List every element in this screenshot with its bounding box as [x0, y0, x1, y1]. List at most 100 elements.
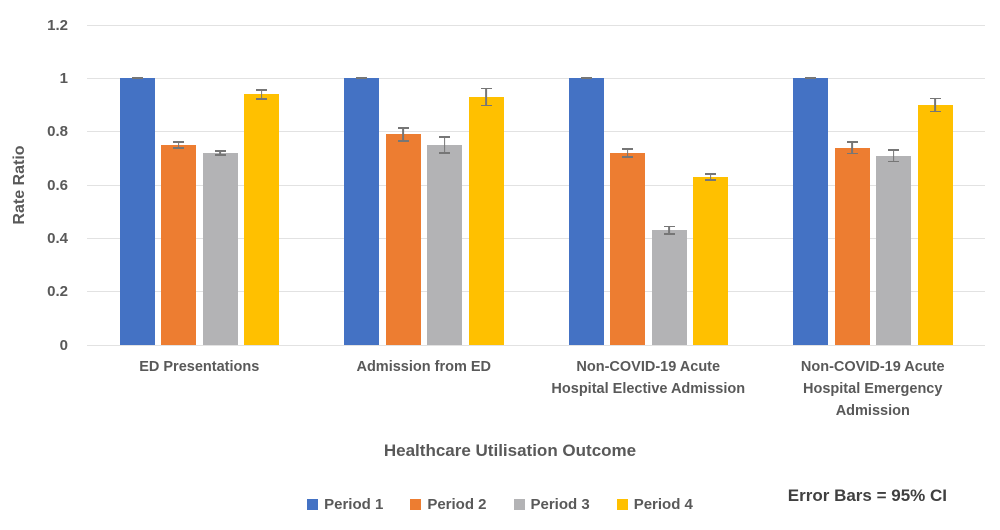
gridline: [87, 131, 985, 133]
error-bar-cap: [256, 97, 267, 100]
legend-swatch-icon: [307, 498, 319, 510]
legend-label: Period 1: [324, 495, 384, 513]
y-tick-label: 1: [59, 69, 68, 87]
error-bar: [705, 173, 716, 181]
error-bar: [397, 126, 409, 142]
y-tick-label: 0: [59, 336, 68, 354]
error-bar-cap: [397, 126, 409, 129]
gridline: [87, 291, 985, 293]
legend-label: Period 2: [427, 495, 487, 513]
error-bar-cap: [439, 136, 450, 139]
error-bar-line: [892, 149, 895, 163]
gridline: [87, 184, 985, 186]
bar-period-3: [202, 153, 238, 345]
legend-item-period-1: Period 1: [307, 496, 383, 513]
error-bar-line: [851, 141, 853, 155]
error-bar-cap: [480, 87, 492, 90]
error-bar-line: [485, 87, 487, 107]
error-bar-cap: [173, 141, 184, 143]
error-bar-cap: [131, 77, 143, 80]
error-bar-cap: [622, 148, 633, 151]
gridline: [87, 24, 985, 26]
error-bar-cap: [214, 154, 226, 157]
gridline: [87, 344, 985, 346]
bar-period-4: [468, 97, 504, 345]
category-label: Non-COVID-19 Acute Hospital Elective Adm…: [551, 359, 746, 397]
error-bar-line: [177, 141, 180, 149]
legend-swatch-icon: [410, 498, 422, 510]
y-tick-label: 1.2: [47, 16, 68, 34]
y-tick-label: 0.8: [47, 123, 68, 141]
y-tick-label: 0.4: [47, 229, 68, 247]
x-axis-category-labels: ED Presentations Admission from ED Non-COV…: [87, 356, 985, 428]
error-bar-cap: [439, 151, 450, 154]
error-bar-cap: [805, 77, 816, 80]
error-bar-cap: [705, 179, 716, 181]
error-bar: [805, 77, 816, 80]
legend-swatch-icon: [513, 498, 525, 510]
y-tick-label: 0.2: [47, 283, 68, 301]
category-label: Admission from ED: [356, 359, 492, 375]
category-label: Non-COVID-19 Acute Hospital Emergency Ad…: [800, 359, 945, 419]
error-bar: [846, 141, 858, 155]
legend-label: Period 3: [530, 495, 590, 513]
error-bar: [888, 149, 899, 163]
bar-period-4: [917, 105, 953, 345]
error-bar-cap: [622, 156, 633, 158]
error-bar-cap: [256, 89, 267, 91]
error-bar-cap: [888, 160, 899, 163]
bar-group: [793, 25, 953, 345]
x-axis-title: Healthcare Utilisation Outcome: [383, 441, 637, 460]
error-bar: [173, 141, 184, 149]
error-bar-cap: [173, 147, 184, 149]
error-bar-cap: [663, 225, 675, 228]
bar-group: [568, 25, 728, 345]
error-bar: [480, 87, 492, 107]
bar-group: [119, 25, 279, 345]
legend-label: Period 4: [633, 495, 693, 513]
error-bar-cap: [480, 104, 492, 107]
error-bar: [256, 89, 267, 100]
bar-period-1: [344, 78, 379, 345]
bar-period-3: [651, 230, 687, 345]
error-bar-cap: [846, 152, 858, 155]
bar-period-4: [693, 177, 728, 345]
error-bar-cap: [356, 77, 367, 80]
bar-period-2: [610, 153, 645, 345]
bar-period-2: [161, 145, 196, 345]
error-bar-line: [443, 136, 446, 154]
error-bar-line: [668, 225, 670, 236]
error-bar: [663, 225, 675, 236]
error-bar-line: [709, 173, 712, 181]
error-bar-line: [934, 97, 936, 113]
bar-period-2: [385, 134, 421, 345]
error-bar: [439, 136, 450, 154]
bar-group: [344, 25, 504, 345]
bar-period-2: [834, 147, 870, 345]
error-bar-cap: [705, 173, 716, 175]
bar-period-1: [119, 78, 155, 345]
error-bar: [131, 77, 143, 80]
bar-period-1: [568, 78, 604, 345]
error-bar-line: [260, 89, 263, 100]
error-bar-cap: [214, 149, 226, 152]
legend-item-period-3: Period 3: [513, 495, 590, 513]
y-tick-label: 0.6: [47, 176, 68, 194]
category-label: ED Presentations: [139, 359, 260, 375]
error-bar-cap: [929, 97, 941, 100]
gridline: [87, 237, 985, 239]
error-bar-cap: [663, 233, 675, 236]
legend: Period 1 Period 2 Period 3 Period 4: [0, 492, 1000, 516]
error-bar-note: Error Bars = 95% CI: [787, 486, 947, 505]
error-bar-cap: [397, 140, 409, 142]
bar-period-3: [427, 145, 462, 345]
legend-item-period-4: Period 4: [616, 495, 693, 513]
error-bar: [622, 148, 633, 158]
error-bar: [214, 149, 226, 157]
bar-period-1: [793, 78, 828, 345]
error-bar-line: [219, 149, 221, 157]
error-bar-cap: [888, 149, 899, 151]
bar-period-3: [876, 155, 911, 345]
bar-period-4: [244, 94, 279, 345]
